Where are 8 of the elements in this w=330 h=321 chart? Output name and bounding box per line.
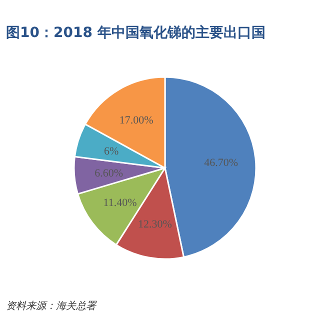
text: 资料来源：海关总署 <box>6 300 97 312</box>
chart-title: 图10：2018 年中国氧化锑的主要出口国 <box>6 24 266 41</box>
data-label: 11.40% <box>103 196 137 209</box>
data-label: 46.70% <box>204 157 238 170</box>
data-label: 12.30% <box>138 218 172 230</box>
data-label: 6% <box>104 145 119 158</box>
data-label: 6.60% <box>94 167 123 180</box>
data-label: 17.00% <box>119 114 154 126</box>
